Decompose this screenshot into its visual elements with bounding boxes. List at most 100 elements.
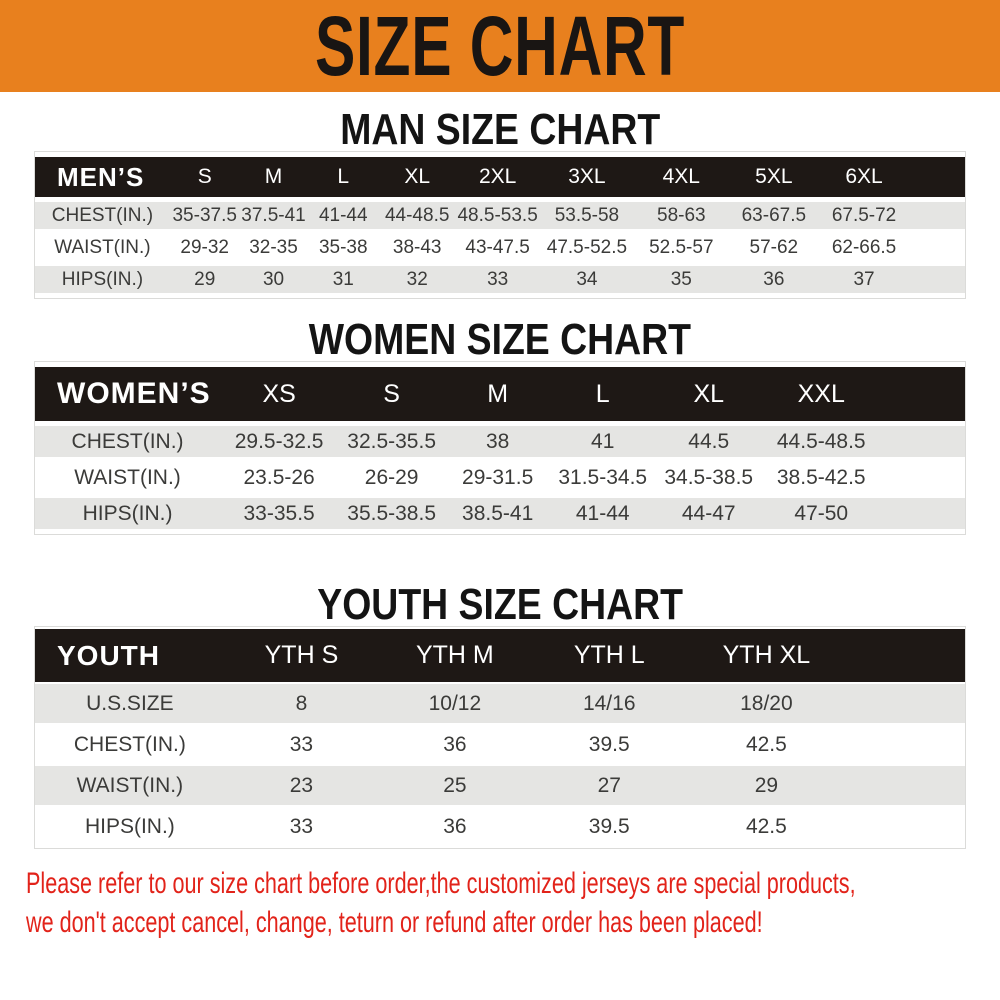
table-cell: 29 (686, 766, 846, 805)
table-row: HIPS(IN.) 29 30 31 32 33 34 35 36 37 (35, 266, 965, 293)
table-cell: 35 (633, 266, 729, 293)
man-column-header: 5XL (728, 157, 819, 197)
table-cell: 35-38 (307, 234, 380, 261)
spacer-cell (909, 234, 965, 261)
table-cell: 33 (224, 807, 379, 846)
table-cell: 53.5-58 (539, 202, 634, 229)
row-label: HIPS(IN.) (35, 266, 170, 293)
youth-column-header: YTH L (531, 629, 687, 682)
table-cell: 43-47.5 (455, 234, 540, 261)
table-cell: 31.5-34.5 (550, 462, 656, 493)
table-cell: 57-62 (728, 234, 819, 261)
table-cell: 38.5-41 (445, 498, 551, 529)
women-section-heading: WOMEN SIZE CHART (0, 318, 1000, 362)
youth-column-header: YTH S (224, 629, 379, 682)
table-cell: 62-66.5 (818, 234, 910, 261)
table-cell: 27 (531, 766, 687, 805)
footer-notice: Please refer to our size chart before or… (0, 864, 1000, 942)
table-cell: 38 (445, 426, 551, 457)
table-cell: 34 (539, 266, 634, 293)
table-cell: 36 (378, 725, 532, 764)
table-cell: 29-32 (169, 234, 240, 261)
youth-section-heading-text: YOUTH SIZE CHART (317, 580, 683, 629)
table-cell: 23.5-26 (220, 462, 339, 493)
table-cell: 39.5 (531, 807, 687, 846)
table-cell: 29 (169, 266, 240, 293)
table-cell: 41-44 (550, 498, 656, 529)
row-label: CHEST(IN.) (35, 202, 170, 229)
man-column-header: 4XL (633, 157, 729, 197)
table-row: WAIST(IN.) 23.5-26 26-29 29-31.5 31.5-34… (35, 462, 965, 493)
table-cell: 30 (239, 266, 308, 293)
women-size-table: WOMEN’S XS S M L XL XXL CHEST(IN.) 29.5-… (34, 361, 966, 535)
table-cell: 33 (224, 725, 379, 764)
table-cell: 47.5-52.5 (539, 234, 634, 261)
table-cell: 41 (550, 426, 656, 457)
table-cell: 37 (818, 266, 910, 293)
man-column-header: 2XL (455, 157, 540, 197)
table-cell: 44.5-48.5 (762, 426, 881, 457)
table-cell: 36 (378, 807, 532, 846)
table-cell: 14/16 (531, 684, 687, 723)
spacer-cell (880, 426, 965, 457)
table-cell: 47-50 (762, 498, 881, 529)
table-row: HIPS(IN.) 33-35.5 35.5-38.5 38.5-41 41-4… (35, 498, 965, 529)
table-cell: 44.5 (655, 426, 763, 457)
women-column-header: XS (220, 367, 339, 421)
spacer-cell (845, 766, 965, 805)
table-cell: 33-35.5 (220, 498, 339, 529)
row-label: HIPS(IN.) (35, 498, 221, 529)
table-cell: 37.5-41 (239, 202, 308, 229)
youth-column-header: YTH XL (686, 629, 846, 682)
women-column-header: S (338, 367, 446, 421)
man-table-header-row: MEN’S S M L XL 2XL 3XL 4XL 5XL 6XL (35, 157, 965, 197)
table-cell: 25 (378, 766, 532, 805)
table-row: CHEST(IN.) 33 36 39.5 42.5 (35, 725, 965, 764)
table-cell: 42.5 (686, 807, 846, 846)
man-section-heading: MAN SIZE CHART (0, 108, 1000, 152)
youth-section: YOUTH SIZE CHART YOUTH YTH S YTH M YTH L… (0, 580, 1000, 849)
notice-line-2: we don't accept cancel, change, teturn o… (26, 906, 763, 939)
women-column-header: L (550, 367, 656, 421)
row-label: CHEST(IN.) (35, 725, 225, 764)
man-table-corner-label: MEN’S (35, 157, 170, 197)
spacer-cell (845, 725, 965, 764)
table-cell: 44-47 (655, 498, 763, 529)
man-column-header: S (169, 157, 240, 197)
table-row: CHEST(IN.) 29.5-32.5 32.5-35.5 38 41 44.… (35, 426, 965, 457)
table-cell: 67.5-72 (818, 202, 910, 229)
table-cell: 32 (379, 266, 456, 293)
table-cell: 10/12 (378, 684, 532, 723)
spacer-cell (845, 807, 965, 846)
table-cell: 29-31.5 (445, 462, 551, 493)
table-cell: 32-35 (239, 234, 308, 261)
table-cell: 36 (728, 266, 819, 293)
man-column-header: XL (379, 157, 456, 197)
women-section: WOMEN SIZE CHART WOMEN’S XS S M L XL XXL… (0, 318, 1000, 535)
notice-line-1: Please refer to our size chart before or… (26, 867, 856, 900)
youth-table-corner-label: YOUTH (35, 629, 225, 682)
youth-column-header: YTH M (378, 629, 532, 682)
table-cell: 41-44 (307, 202, 380, 229)
table-cell: 31 (307, 266, 380, 293)
spacer-cell (845, 629, 965, 682)
table-cell: 26-29 (338, 462, 446, 493)
man-column-header: 3XL (539, 157, 634, 197)
row-label: CHEST(IN.) (35, 426, 221, 457)
women-table-header-row: WOMEN’S XS S M L XL XXL (35, 367, 965, 421)
row-label: WAIST(IN.) (35, 234, 170, 261)
women-section-heading-text: WOMEN SIZE CHART (308, 315, 692, 364)
table-cell: 48.5-53.5 (455, 202, 540, 229)
table-row: WAIST(IN.) 23 25 27 29 (35, 766, 965, 805)
spacer-cell (845, 684, 965, 723)
table-cell: 63-67.5 (728, 202, 819, 229)
women-column-header: M (445, 367, 551, 421)
spacer-cell (880, 462, 965, 493)
man-column-header: M (239, 157, 308, 197)
table-cell: 42.5 (686, 725, 846, 764)
table-cell: 58-63 (633, 202, 729, 229)
table-cell: 38-43 (379, 234, 456, 261)
table-cell: 32.5-35.5 (338, 426, 446, 457)
page-title: SIZE CHART (314, 0, 686, 93)
women-column-header: XL (655, 367, 763, 421)
